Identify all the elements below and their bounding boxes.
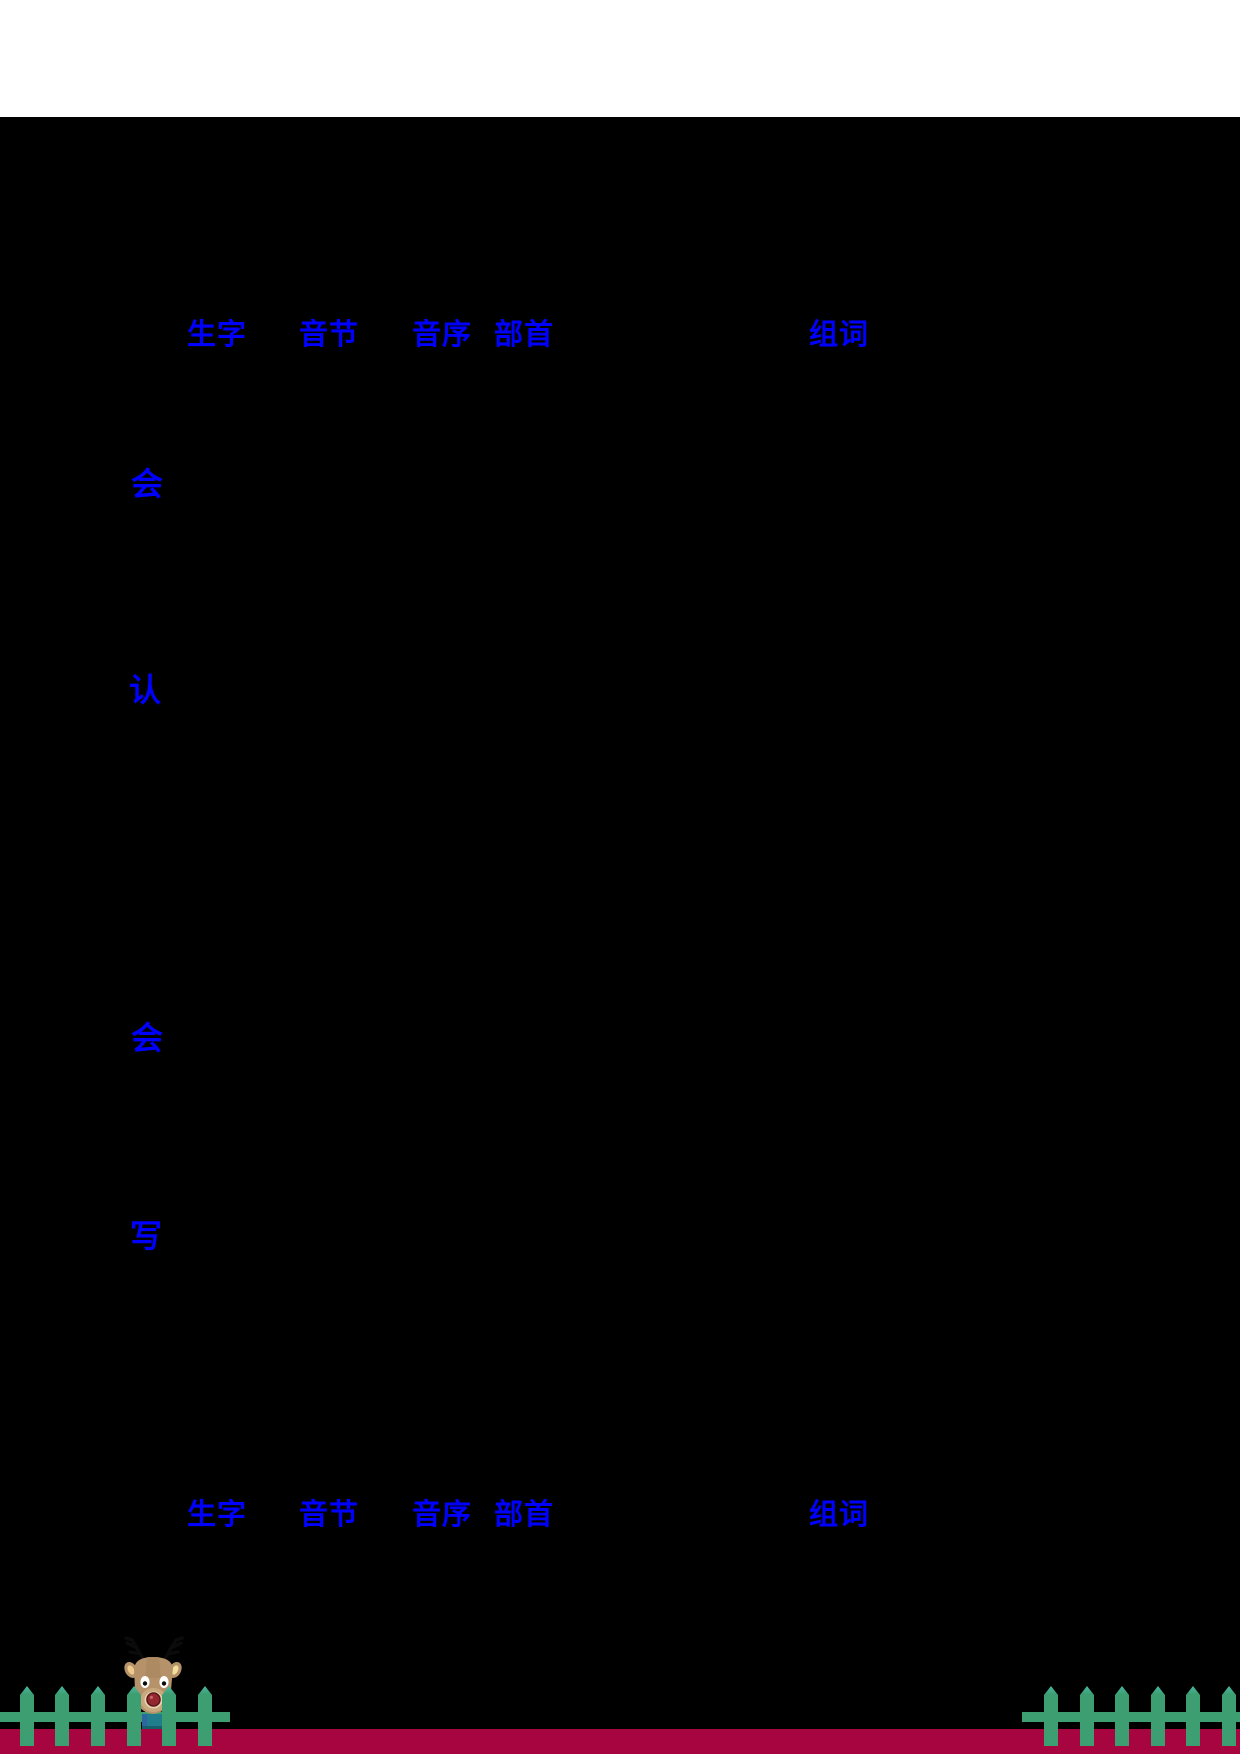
- col-header-yinjie-2: 音节: [299, 1499, 360, 1531]
- reindeer-nose: [146, 1692, 161, 1707]
- col-header-bushou-2: 部首: [494, 1499, 555, 1531]
- fence-picket: [1044, 1686, 1058, 1746]
- fence-rail: [0, 1712, 230, 1722]
- reindeer-eyes: [140, 1676, 169, 1688]
- fence-picket: [1151, 1686, 1165, 1746]
- reindeer-forehead-shade: [145, 1657, 161, 1678]
- fence-picket: [162, 1686, 176, 1746]
- side-label-hui-2: 会: [131, 1020, 164, 1056]
- col-header-bushou: 部首: [494, 319, 555, 351]
- fence-picket: [1222, 1686, 1236, 1746]
- side-label-hui-1: 会: [131, 466, 164, 502]
- fence-picket: [91, 1686, 105, 1746]
- col-header-zuci-2: 组词: [809, 1499, 870, 1531]
- top-margin-band: [0, 0, 1240, 117]
- fence-picket: [1115, 1686, 1129, 1746]
- reindeer-collar: [142, 1714, 166, 1730]
- reindeer-nose-highlight: [149, 1695, 153, 1699]
- col-header-shengzi-2: 生字: [187, 1499, 248, 1531]
- reindeer-icon: [124, 1636, 184, 1730]
- fence-rail: [1022, 1712, 1240, 1722]
- side-label-ren: 认: [129, 672, 162, 708]
- content-background: [0, 117, 1240, 1729]
- fence-picket: [127, 1686, 141, 1746]
- side-label-xie: 写: [130, 1218, 163, 1254]
- fence-picket: [55, 1686, 69, 1746]
- col-header-yinjie: 音节: [299, 319, 360, 351]
- fence-picket: [1080, 1686, 1094, 1746]
- col-header-yinxu-2: 音序: [412, 1499, 473, 1531]
- fence-picket: [20, 1686, 34, 1746]
- fence-picket: [1186, 1686, 1200, 1746]
- col-header-yinxu: 音序: [412, 319, 473, 351]
- col-header-shengzi: 生字: [187, 319, 248, 351]
- col-header-zuci: 组词: [809, 319, 870, 351]
- fence-picket: [198, 1686, 212, 1746]
